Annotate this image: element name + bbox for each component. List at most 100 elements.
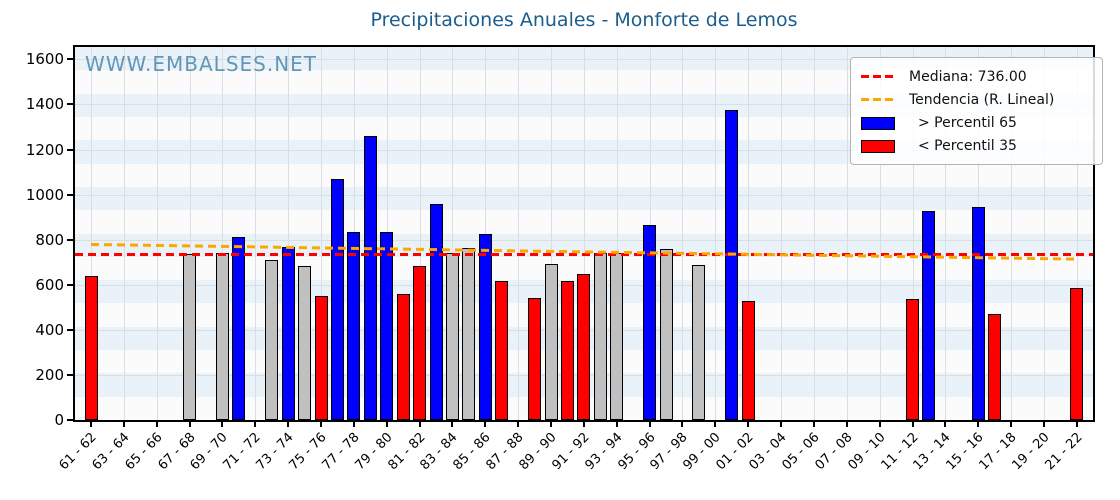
- x-tick-mark: [1010, 422, 1013, 427]
- bar-93-94: [610, 252, 624, 420]
- bar-21-22: [1070, 288, 1084, 420]
- x-tick-mark: [845, 422, 848, 427]
- bar-80-81: [396, 293, 410, 420]
- legend-label-p35: < Percentil 35: [918, 138, 1017, 155]
- x-tick-mark: [517, 422, 520, 427]
- trend-dash-sample: [861, 98, 895, 102]
- horizontal-gridline: [75, 104, 1093, 106]
- vertical-gridline: [485, 47, 487, 420]
- y-tick-label: 0: [54, 411, 64, 429]
- x-tick-mark: [254, 422, 257, 427]
- bar-61-62: [84, 275, 98, 420]
- bar-15-16: [971, 207, 985, 420]
- x-tick-mark: [352, 422, 355, 427]
- legend-item-p35: < Percentil 35: [861, 135, 1092, 158]
- bar-96-97: [659, 249, 673, 420]
- y-tick-mark: [67, 419, 73, 421]
- bar-78-79: [363, 136, 377, 420]
- x-tick-mark: [648, 422, 651, 427]
- x-tick-mark: [155, 422, 158, 427]
- vertical-gridline: [813, 47, 815, 420]
- bar-16-17: [988, 314, 1002, 420]
- bar-69-70: [215, 253, 229, 420]
- vertical-gridline: [583, 47, 585, 420]
- legend-label-median: Mediana: 736.00: [909, 68, 1027, 85]
- y-tick-mark: [67, 148, 73, 151]
- bar-75-76: [314, 296, 328, 420]
- x-tick-mark: [944, 422, 947, 427]
- y-tick-label: 200: [35, 365, 64, 384]
- vertical-gridline: [419, 47, 421, 420]
- legend-label-p65: > Percentil 65: [918, 115, 1017, 132]
- median-line: [75, 253, 1093, 257]
- vertical-gridline: [222, 47, 224, 420]
- horizontal-gridline: [75, 194, 1093, 196]
- x-tick-mark: [188, 422, 191, 427]
- vertical-gridline: [912, 47, 914, 420]
- y-tick-label: 400: [35, 320, 64, 339]
- x-tick-mark: [451, 422, 454, 427]
- vertical-gridline: [189, 47, 191, 420]
- x-tick-mark: [287, 422, 290, 427]
- vertical-gridline: [748, 47, 750, 420]
- x-tick-mark: [1075, 422, 1078, 427]
- x-tick-mark: [780, 422, 783, 427]
- bar-95-96: [643, 225, 657, 420]
- legend: Mediana: 736.00 Tendencia (R. Lineal) > …: [850, 57, 1103, 165]
- horizontal-gridline: [75, 239, 1093, 241]
- bar-76-77: [330, 178, 344, 420]
- bar-83-84: [445, 253, 459, 420]
- vertical-gridline: [945, 47, 947, 420]
- y-tick-mark: [67, 328, 73, 331]
- x-tick-mark: [1042, 422, 1045, 427]
- bar-79-80: [380, 231, 394, 420]
- bar-92-93: [593, 252, 607, 420]
- vertical-gridline: [715, 47, 717, 420]
- legend-item-p65: > Percentil 65: [861, 112, 1092, 135]
- y-tick-mark: [67, 103, 73, 106]
- vertical-gridline: [682, 47, 684, 420]
- x-tick-mark: [550, 422, 553, 427]
- x-tick-mark: [911, 422, 914, 427]
- vertical-gridline: [1076, 47, 1078, 420]
- y-tick-label: 1600: [25, 50, 64, 69]
- y-tick-mark: [67, 58, 73, 61]
- vertical-gridline: [781, 47, 783, 420]
- bar-85-86: [478, 233, 492, 420]
- x-tick-mark: [878, 422, 881, 427]
- x-tick-mark: [714, 422, 717, 427]
- vertical-gridline: [1043, 47, 1045, 420]
- x-tick-mark: [977, 422, 980, 427]
- x-tick-mark: [582, 422, 585, 427]
- y-tick-label: 600: [35, 275, 64, 294]
- x-tick-mark: [615, 422, 618, 427]
- vertical-gridline: [123, 47, 125, 420]
- x-tick-mark: [484, 422, 487, 427]
- p65-color-swatch: [861, 116, 895, 130]
- bar-70-71: [232, 237, 246, 420]
- x-tick-mark: [320, 422, 323, 427]
- bar-84-85: [462, 247, 476, 420]
- x-tick-mark: [812, 422, 815, 427]
- horizontal-gridline: [75, 149, 1093, 151]
- vertical-gridline: [156, 47, 158, 420]
- bar-88-89: [528, 298, 542, 420]
- chart-title: Precipitaciones Anuales - Monforte de Le…: [370, 9, 798, 31]
- x-tick-mark: [122, 422, 125, 427]
- bar-81-82: [413, 266, 427, 420]
- vertical-gridline: [518, 47, 520, 420]
- bar-12-13: [922, 211, 936, 420]
- bar-86-87: [495, 280, 509, 420]
- bar-90-91: [560, 281, 574, 420]
- vertical-gridline: [616, 47, 618, 420]
- watermark-text: WWW.EMBALSES.NET: [85, 52, 318, 76]
- vertical-gridline: [846, 47, 848, 420]
- y-tick-label: 1400: [25, 95, 64, 114]
- bar-00-01: [725, 110, 739, 420]
- y-tick-mark: [67, 193, 73, 196]
- vertical-gridline: [321, 47, 323, 420]
- bar-01-02: [741, 300, 755, 420]
- legend-item-median: Mediana: 736.00: [861, 65, 1092, 88]
- x-tick-mark: [747, 422, 750, 427]
- x-tick-mark: [90, 422, 92, 427]
